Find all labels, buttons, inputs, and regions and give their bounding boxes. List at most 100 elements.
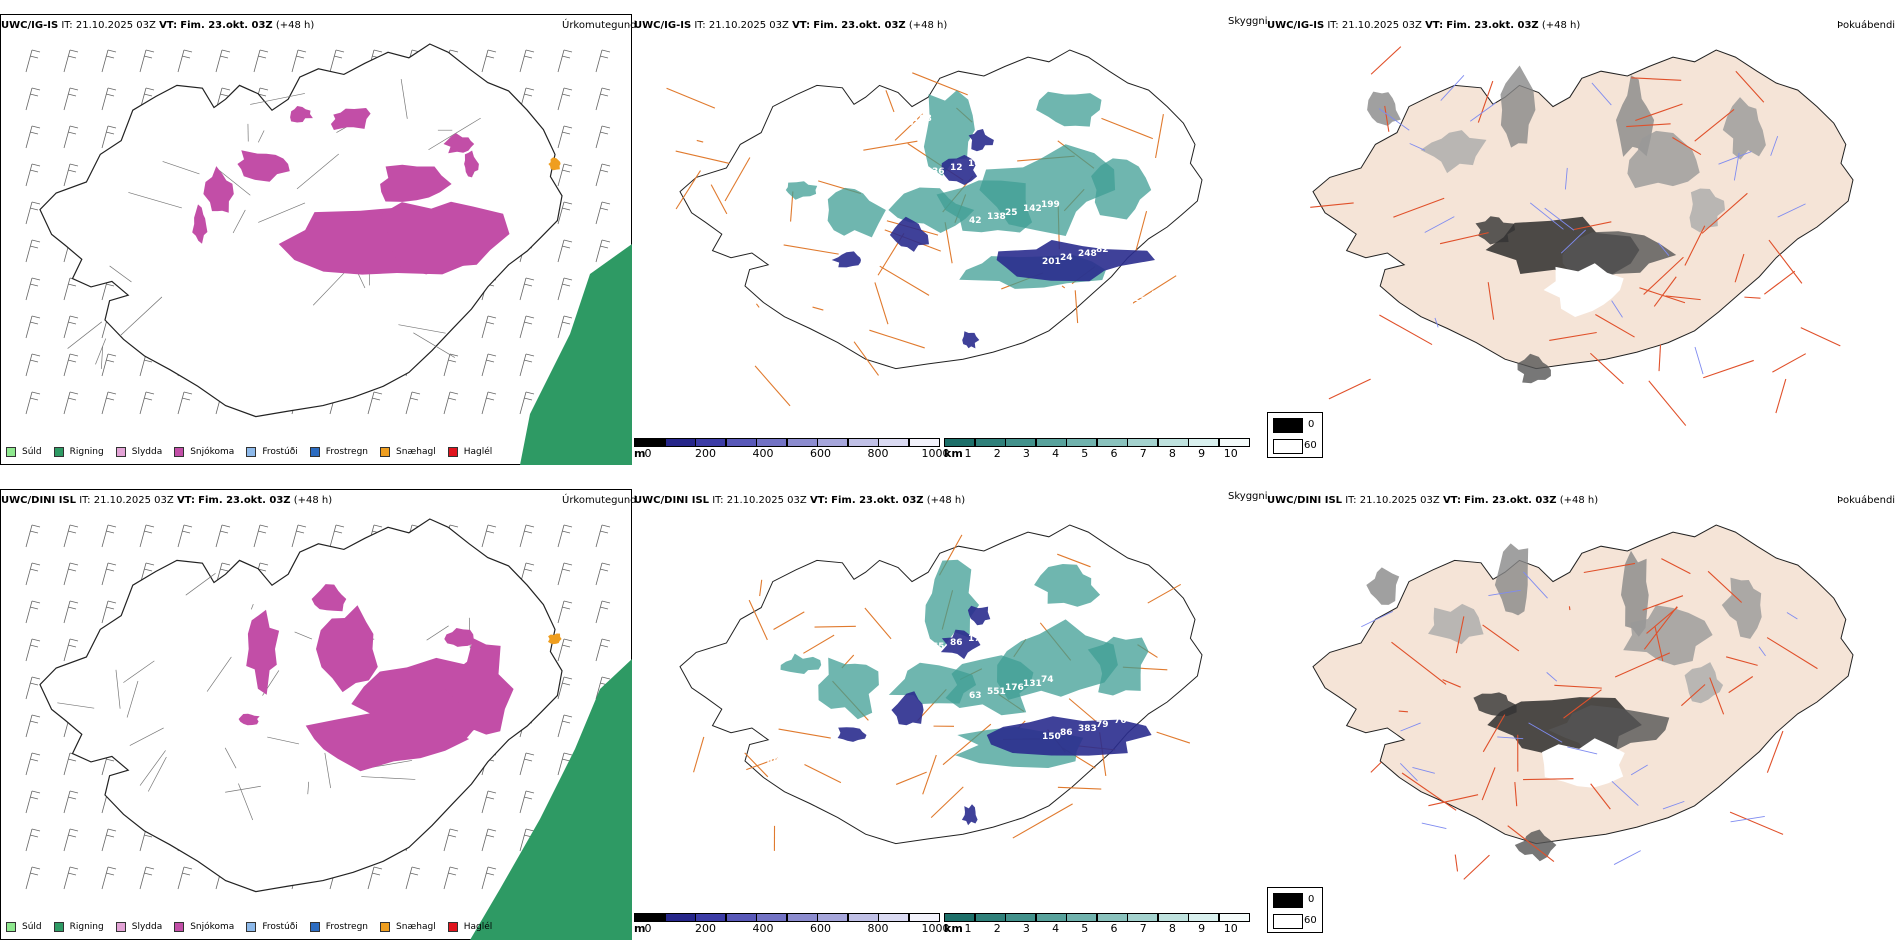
- river-line: [1440, 75, 1465, 101]
- snow-area: [443, 133, 475, 154]
- fog-area: [1684, 662, 1724, 704]
- road-line: [1590, 783, 1611, 810]
- legend-swatch: [309, 922, 320, 932]
- road-line: [1370, 761, 1382, 773]
- ceiling-value: 10: [1151, 290, 1164, 300]
- colorbar-tick: 1: [964, 922, 972, 935]
- road-line: [1725, 656, 1758, 666]
- colorbar-segment: [878, 913, 909, 922]
- road-line: [1147, 583, 1182, 604]
- river-line: [1529, 202, 1564, 230]
- ceiling-colorbar: m 0 200 400 600 800 1000: [634, 438, 950, 460]
- boundary-line: [95, 338, 107, 365]
- wind-barb: [177, 391, 193, 415]
- clear-area: [1543, 263, 1624, 317]
- road-line: [1768, 239, 1803, 284]
- wind-barb: [63, 866, 79, 890]
- wind-barb: [101, 600, 117, 624]
- legend-item: Frostregn: [309, 922, 368, 932]
- low-visibility-area: [1036, 91, 1102, 127]
- ceiling-value: 172: [841, 605, 860, 615]
- wind-barb: [481, 353, 497, 377]
- legend-swatch: [174, 447, 185, 457]
- ceiling-value: 108: [913, 114, 932, 124]
- road-line: [1379, 314, 1433, 346]
- low-visibility-area: [945, 655, 1034, 716]
- precip-panel-label: Úrkomutegund: [562, 495, 637, 506]
- colorbar-segment: [974, 913, 1006, 922]
- wind-barb: [557, 524, 573, 548]
- wind-barb: [557, 315, 573, 339]
- ceiling-value: 125: [895, 118, 914, 128]
- legend-swatch: [380, 922, 391, 932]
- lead-time: (+48 h): [908, 20, 948, 31]
- boundary-line: [250, 603, 254, 610]
- ceiling-value: 65: [932, 642, 945, 652]
- road-line: [1482, 714, 1506, 753]
- colorbar-segment: [1188, 438, 1219, 447]
- road-line: [1393, 197, 1445, 218]
- legend-label: Súld: [22, 922, 42, 932]
- road-line: [1370, 46, 1402, 75]
- ceiling-value: 109: [822, 802, 841, 812]
- iceland-outline: [39, 518, 563, 893]
- colorbar-segment: [786, 438, 818, 447]
- wind-barb: [215, 49, 231, 73]
- road-line: [1514, 782, 1518, 807]
- wind-barb: [557, 638, 573, 662]
- iceland-outline: [39, 43, 563, 418]
- colorbar-tick: 0: [644, 447, 652, 460]
- visibility-colorbar: km 1 2 3 4 5 6 7 8 9 10: [944, 913, 1264, 935]
- ceiling-value: 201: [1042, 257, 1061, 267]
- fog-area: [1623, 605, 1713, 666]
- river-line: [1412, 767, 1435, 774]
- iceland-land: [1312, 49, 1854, 370]
- ceiling-value: 143: [1115, 298, 1134, 308]
- road-line: [666, 87, 716, 109]
- colorbar-segment: [1066, 438, 1097, 447]
- wind-barb: [63, 828, 79, 852]
- init-time: IT: 21.10.2025 03Z: [712, 495, 807, 506]
- wind-barb: [63, 600, 79, 624]
- legend-swatch: [246, 922, 257, 932]
- colorbar-tick: 200: [695, 922, 716, 935]
- boundary-line: [294, 631, 313, 640]
- road-line: [1694, 108, 1735, 142]
- road-line: [922, 754, 937, 795]
- river-line: [1409, 143, 1426, 151]
- snow-area: [290, 106, 313, 123]
- fog-area: [1500, 65, 1536, 148]
- ceiling-value: 84: [804, 806, 817, 816]
- wind-barb: [557, 201, 573, 225]
- panel-title: UWC/DINI ISL IT: 21.10.2025 03Z VT: Fim.…: [1, 495, 332, 506]
- road-line: [748, 599, 768, 641]
- panel-title: UWC/DINI ISL IT: 21.10.2025 03Z VT: Fim.…: [1267, 495, 1598, 506]
- wind-barb: [443, 391, 459, 415]
- boundary-line: [115, 669, 121, 709]
- ceiling-value: 49: [767, 757, 780, 767]
- colorbar-segment: [1096, 438, 1128, 447]
- ceiling-value: 248: [1078, 249, 1097, 259]
- ceiling-value: 63: [969, 691, 982, 701]
- legend-label: Haglél: [463, 922, 493, 932]
- colorbar-tick: 8: [1168, 922, 1176, 935]
- colorbar-segment: [634, 438, 665, 447]
- legend-swatch: [380, 447, 391, 457]
- wind-barb: [25, 201, 41, 225]
- valid-time: Fim. 23.okt. 03Z: [1446, 20, 1539, 31]
- river-line: [1564, 167, 1568, 190]
- ceiling-value: 131: [841, 130, 860, 140]
- colorbar-tick: 4: [1052, 447, 1060, 460]
- valid-time-label: VT:: [176, 495, 195, 506]
- river-line: [1421, 822, 1447, 829]
- legend-label: Snæhagl: [396, 447, 436, 457]
- legend-label: Frostregn: [325, 447, 369, 457]
- road-line: [1549, 331, 1597, 341]
- boundary-line: [232, 209, 246, 234]
- ceiling-value: 555: [859, 126, 878, 136]
- colorbar-segment: [756, 438, 787, 447]
- ceiling-value: 97: [822, 327, 835, 337]
- wind-barb: [595, 49, 611, 73]
- colorbar-tick: 800: [867, 922, 889, 935]
- wind-barb: [101, 125, 117, 149]
